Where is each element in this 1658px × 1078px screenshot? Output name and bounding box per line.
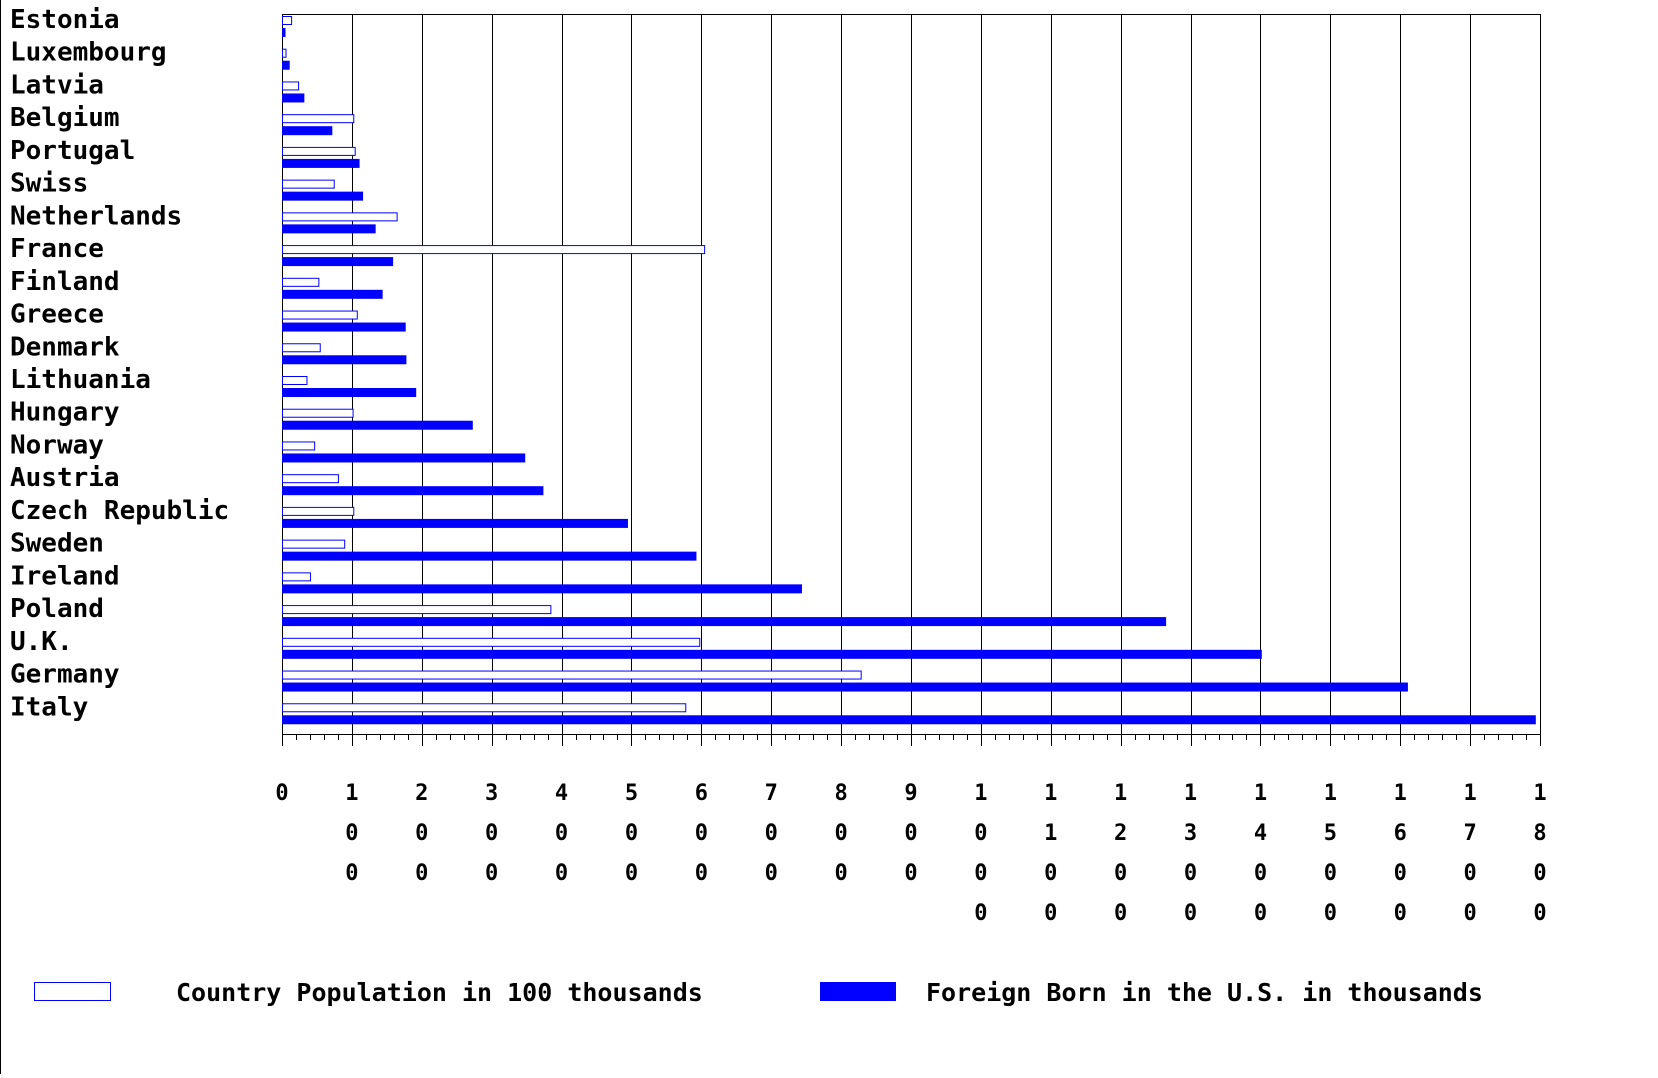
- category-label: Austria: [10, 463, 120, 493]
- category-label: Estonia: [10, 5, 120, 35]
- bar-population: [282, 343, 321, 353]
- category-label: Czech Republic: [10, 496, 229, 526]
- bar-foreign-born: [282, 60, 290, 70]
- legend-swatch-foreign-born: [820, 982, 896, 1001]
- bar-foreign-born: [282, 322, 406, 332]
- bar-population: [282, 408, 354, 418]
- bar-population: [282, 179, 335, 189]
- category-label: Swiss: [10, 169, 88, 199]
- category-label: Greece: [10, 300, 104, 330]
- bar-foreign-born: [282, 617, 1167, 627]
- bar-population: [282, 605, 552, 615]
- bar-population: [282, 703, 687, 713]
- bar-foreign-born: [282, 93, 305, 103]
- bar-population: [282, 441, 316, 451]
- bar-foreign-born: [282, 289, 383, 299]
- bar-foreign-born: [282, 158, 360, 168]
- bar-population: [282, 16, 293, 25]
- category-label: Sweden: [10, 529, 104, 559]
- bar-population: [282, 572, 311, 582]
- bar-foreign-born: [282, 355, 407, 365]
- bar-foreign-born: [282, 584, 802, 594]
- bar-foreign-born: [282, 191, 364, 201]
- category-label: Luxembourg: [10, 38, 167, 68]
- bar-population: [282, 114, 355, 124]
- bar-population: [282, 670, 862, 680]
- bar-foreign-born: [282, 28, 286, 37]
- bar-foreign-born: [282, 715, 1536, 725]
- bar-foreign-born: [282, 388, 417, 397]
- category-label: Norway: [10, 430, 104, 460]
- bar-foreign-born: [282, 257, 394, 267]
- bar-population: [282, 212, 398, 222]
- legend-swatch-population: [34, 982, 111, 1001]
- category-label: Germany: [10, 660, 120, 690]
- bar-population: [282, 277, 320, 287]
- legend-label-population: Country Population in 100 thousands: [176, 978, 703, 1007]
- bar-foreign-born: [282, 518, 628, 528]
- bar-foreign-born: [282, 453, 526, 463]
- bar-foreign-born: [282, 420, 473, 430]
- category-label: Latvia: [10, 70, 104, 100]
- category-label: France: [10, 234, 104, 264]
- x-tick-label: 0: [275, 781, 288, 806]
- category-label: Italy: [10, 692, 88, 722]
- category-label: Ireland: [10, 561, 120, 591]
- category-label: Finland: [10, 267, 120, 297]
- bar-foreign-born: [282, 649, 1262, 659]
- bar-foreign-born: [282, 551, 697, 561]
- legend-label-foreign-born: Foreign Born in the U.S. in thousands: [926, 978, 1483, 1007]
- bar-foreign-born: [282, 224, 376, 234]
- category-label: Portugal: [10, 136, 135, 166]
- bar-population: [282, 310, 358, 320]
- category-label: Hungary: [10, 398, 120, 428]
- category-label: Poland: [10, 594, 104, 624]
- bar-population: [282, 48, 287, 58]
- bar-population: [282, 81, 300, 91]
- bar-foreign-born: [282, 126, 333, 136]
- bar-population: [282, 376, 308, 385]
- bar-foreign-born: [282, 486, 544, 496]
- category-label: Denmark: [10, 332, 120, 362]
- bar-population: [282, 474, 339, 484]
- bar-population: [282, 539, 346, 549]
- bar-population: [282, 637, 701, 647]
- category-label: Netherlands: [10, 201, 182, 231]
- bar-population: [282, 245, 706, 255]
- bar-foreign-born: [282, 682, 1408, 692]
- category-label: Belgium: [10, 103, 120, 133]
- category-label: U.K.: [10, 627, 73, 657]
- bar-population: [282, 146, 356, 156]
- bar-population: [282, 506, 355, 516]
- category-label: Lithuania: [10, 365, 151, 395]
